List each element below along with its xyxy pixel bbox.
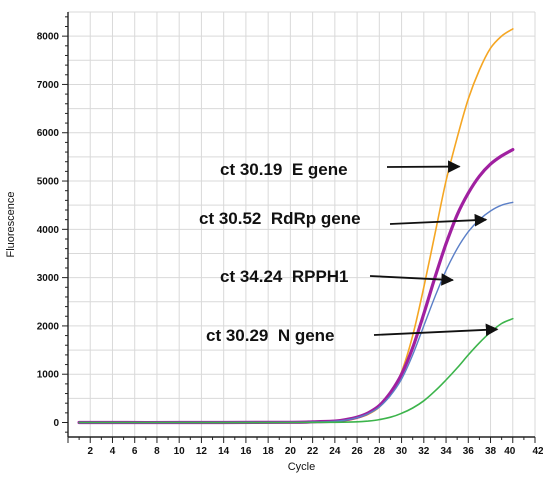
x-tick-label: 6 — [132, 446, 138, 457]
annotation-arrow — [374, 329, 497, 335]
x-tick-label: 42 — [532, 446, 543, 457]
x-tick-label: 36 — [463, 446, 475, 457]
x-tick-label: 12 — [196, 446, 208, 457]
y-tick-label: 7000 — [37, 80, 60, 91]
x-tick-label: 18 — [263, 446, 275, 457]
x-tick-label: 30 — [396, 446, 408, 457]
series-line-purple — [79, 150, 513, 423]
annotations: ct 30.19 E gene ct 30.52 RdRp gene ct 34.2… — [199, 160, 497, 345]
annotation-label: ct 30.52 RdRp gene — [199, 209, 361, 228]
x-tick-label: 10 — [174, 446, 186, 457]
annotation-label: ct 34.24 RPPH1 — [220, 267, 349, 286]
x-tick-label: 20 — [285, 446, 297, 457]
annotation-label: ct 30.19 E gene — [220, 160, 348, 179]
x-tick-label: 14 — [218, 446, 230, 457]
y-tick-label: 1000 — [37, 370, 60, 381]
x-tick-label: 16 — [240, 446, 252, 457]
x-tick-label: 28 — [374, 446, 386, 457]
x-tick-label: 40 — [504, 446, 516, 457]
annotation-label: ct 30.29 N gene — [206, 326, 335, 345]
y-axis-title: Fluorescence — [5, 191, 17, 257]
y-tick-label: 6000 — [37, 128, 60, 139]
y-tick-label: 8000 — [37, 32, 60, 43]
y-tick-label: 3000 — [37, 273, 60, 284]
x-tick-label: 22 — [307, 446, 319, 457]
x-tick-label: 32 — [418, 446, 430, 457]
x-tick-label: 2 — [87, 446, 93, 457]
x-tick-label: 26 — [352, 446, 364, 457]
x-tick-label: 8 — [154, 446, 160, 457]
y-tick-label: 0 — [53, 418, 59, 429]
x-tick-label: 24 — [329, 446, 341, 457]
x-tick-label: 34 — [440, 446, 452, 457]
x-axis-title: Cycle — [288, 461, 316, 473]
x-tick-label: 4 — [110, 446, 116, 457]
y-tick-label: 4000 — [37, 225, 60, 236]
y-tick-label: 5000 — [37, 177, 60, 188]
y-tick-label: 2000 — [37, 321, 60, 332]
x-tick-label: 38 — [485, 446, 497, 457]
